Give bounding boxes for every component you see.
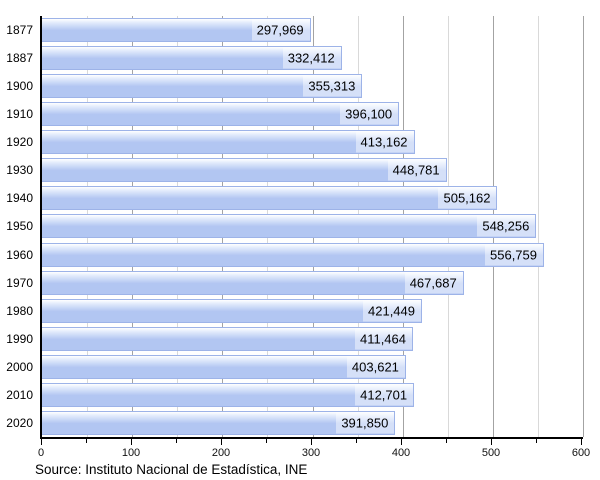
population-bar: 505,162 [42,186,498,211]
bar-row: 1950 548,256 [6,212,583,240]
bar-row: 1940 505,162 [6,184,583,212]
x-axis-tick [491,439,492,445]
x-axis-tick-label: 100 [121,447,141,459]
bar-value-label: 421,449 [363,300,421,322]
major-gridline [583,16,584,437]
bar-rows: 1877 297,969 1887 332,412 1900 355,313 1910 396… [6,16,583,437]
bar-row: 2010 412,701 [6,381,583,409]
x-axis-tick [131,439,132,445]
x-axis-tick-label: 400 [391,447,411,459]
bar-value-label: 396,100 [340,103,399,125]
population-bar: 412,701 [42,382,415,407]
x-axis-tick [536,439,537,443]
population-bar: 421,449 [42,298,422,323]
x-axis-tick [356,439,357,443]
x-axis-tick-label: 300 [301,447,321,459]
x-axis-tick [41,439,42,445]
bar-value-label: 467,687 [404,272,463,294]
bar-row: 1900 355,313 [6,72,583,100]
bar-row: 1910 396,100 [6,100,583,128]
bar-value-label: 355,313 [303,75,362,97]
y-axis-label: 1887 [6,51,33,66]
population-bar: 548,256 [42,214,537,239]
population-bar: 396,100 [42,102,400,127]
y-axis-label: 2010 [6,387,33,402]
bar-row: 2020 391,850 [6,409,583,437]
y-axis-label: 1980 [6,303,33,318]
population-bar: 403,621 [42,354,406,379]
y-axis-label: 1930 [6,163,33,178]
x-axis-tick-label: 0 [37,447,45,459]
y-axis-label: 1990 [6,331,33,346]
x-axis-tick-label: 500 [481,447,501,459]
bar-value-label: 412,701 [355,384,414,406]
bar-value-label: 548,256 [477,215,536,237]
population-bar: 391,850 [42,410,396,435]
bar-value-label: 556,759 [485,244,543,266]
x-axis-tick-label: 600 [571,447,591,459]
bar-row: 1887 332,412 [6,44,583,72]
bar-value-label: 448,781 [387,159,446,181]
plot-area: 1877 297,969 1887 332,412 1900 355,313 1910 396… [6,16,584,439]
y-axis-label: 1970 [6,275,33,290]
y-axis-label: 1960 [6,247,33,262]
bar-row: 1970 467,687 [6,269,583,297]
population-bar: 355,313 [42,74,363,99]
population-bar: 556,759 [42,242,544,267]
x-axis-tick [266,439,267,443]
x-axis-tick [401,439,402,445]
population-bar: 467,687 [42,270,464,295]
x-axis-tick-labels: 0 100 200 300 400 500 600 [37,447,590,460]
x-axis-ticks [41,439,582,445]
y-axis-label: 1940 [6,191,33,206]
bar-value-label: 403,621 [346,356,405,378]
bar-row: 1877 297,969 [6,16,583,44]
bar-row: 1960 556,759 [6,241,583,269]
y-axis-label: 1920 [6,135,33,150]
bar-row: 1920 413,162 [6,128,583,156]
minor-gridline [537,16,539,437]
bar-value-label: 391,850 [336,412,395,434]
bar-row: 1990 411,464 [6,325,583,353]
y-axis-label: 1877 [6,23,33,38]
bar-value-label: 411,464 [354,328,412,350]
y-axis-label: 1910 [6,107,33,122]
bar-row: 1930 448,781 [6,156,583,184]
bar-value-label: 505,162 [438,187,497,209]
x-axis-tick-label: 200 [211,447,231,459]
bar-value-label: 413,162 [355,131,414,153]
population-bar: 411,464 [42,326,413,351]
x-axis-tick [311,439,312,445]
x-axis-tick [86,439,87,443]
x-axis-tick [446,439,447,443]
population-bar: 448,781 [42,158,447,183]
x-axis-tick [176,439,177,443]
bar-row: 2000 403,621 [6,353,583,381]
x-axis-tick [581,439,582,445]
x-axis-tick [221,439,222,445]
y-axis-label: 2000 [6,359,33,374]
bar-row: 1980 421,449 [6,297,583,325]
population-bar: 332,412 [42,46,342,71]
y-axis-label: 2020 [6,415,33,430]
source-caption: Source: Instituto Nacional de Estadístic… [35,462,308,477]
y-axis-label: 1950 [6,219,33,234]
bar-value-label: 332,412 [282,47,341,69]
bar-value-label: 297,969 [251,19,310,41]
population-bar: 297,969 [42,18,311,43]
population-bar: 413,162 [42,130,415,155]
y-axis-label: 1900 [6,79,33,94]
